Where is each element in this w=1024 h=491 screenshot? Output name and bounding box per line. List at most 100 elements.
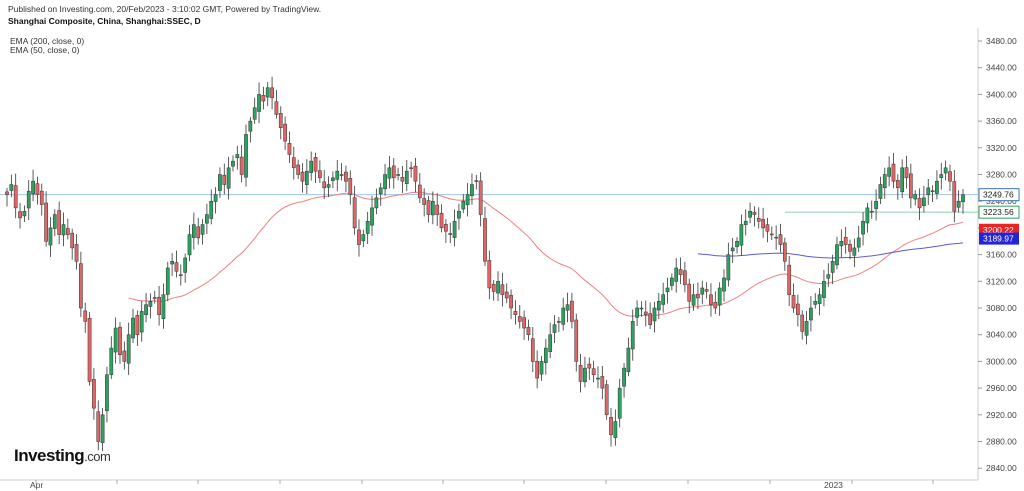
candle[interactable] xyxy=(543,347,548,363)
candle[interactable] xyxy=(956,200,961,208)
candle[interactable] xyxy=(478,180,483,215)
candle[interactable] xyxy=(961,194,965,203)
candle[interactable] xyxy=(5,191,9,195)
candle[interactable] xyxy=(696,293,700,299)
candle[interactable] xyxy=(861,220,865,235)
candle[interactable] xyxy=(561,307,566,325)
candle[interactable] xyxy=(504,291,509,299)
candle[interactable] xyxy=(643,311,648,315)
candle[interactable] xyxy=(335,170,340,180)
candle[interactable] xyxy=(522,317,526,329)
candle[interactable] xyxy=(79,263,83,309)
candle[interactable] xyxy=(304,170,309,185)
candle[interactable] xyxy=(178,274,183,276)
candle[interactable] xyxy=(500,284,505,295)
candle[interactable] xyxy=(409,167,413,169)
candle[interactable] xyxy=(92,379,96,409)
candle[interactable] xyxy=(652,307,657,322)
candle[interactable] xyxy=(174,262,179,272)
candle[interactable] xyxy=(648,313,652,325)
candle[interactable] xyxy=(444,224,448,232)
candle[interactable] xyxy=(943,167,948,174)
candle[interactable] xyxy=(48,227,53,246)
candle[interactable] xyxy=(274,101,279,115)
candle[interactable] xyxy=(157,296,161,315)
candle[interactable] xyxy=(517,316,522,322)
candle[interactable] xyxy=(426,200,431,215)
candle[interactable] xyxy=(165,267,170,295)
legend-ema200[interactable]: EMA (200, close, 0) xyxy=(10,36,85,46)
candle[interactable] xyxy=(926,187,931,196)
candle[interactable] xyxy=(265,87,270,98)
candle[interactable] xyxy=(18,211,22,219)
candle[interactable] xyxy=(474,180,479,182)
candle[interactable] xyxy=(952,181,957,212)
candle[interactable] xyxy=(670,277,674,286)
candle[interactable] xyxy=(509,295,513,309)
candle[interactable] xyxy=(665,287,670,293)
candle[interactable] xyxy=(465,194,470,206)
candle[interactable] xyxy=(813,301,818,305)
candle[interactable] xyxy=(139,311,144,333)
candle[interactable] xyxy=(113,327,118,353)
candle[interactable] xyxy=(213,194,218,202)
candle[interactable] xyxy=(622,367,626,387)
candle[interactable] xyxy=(239,156,244,175)
candle[interactable] xyxy=(904,167,909,179)
candle[interactable] xyxy=(887,167,891,177)
candle[interactable] xyxy=(491,283,496,292)
candle[interactable] xyxy=(761,219,765,229)
candle[interactable] xyxy=(769,233,774,236)
candle[interactable] xyxy=(583,367,587,383)
candle[interactable] xyxy=(900,167,905,193)
candle[interactable] xyxy=(291,157,296,169)
candle[interactable] xyxy=(278,113,283,129)
candle[interactable] xyxy=(352,197,357,229)
candle[interactable] xyxy=(717,287,722,306)
candle[interactable] xyxy=(687,283,692,302)
candle[interactable] xyxy=(244,134,248,178)
candle[interactable] xyxy=(552,324,557,333)
candle[interactable] xyxy=(131,317,135,339)
candle[interactable] xyxy=(895,180,900,189)
candle[interactable] xyxy=(626,347,631,373)
candle[interactable] xyxy=(496,281,500,294)
candle[interactable] xyxy=(378,187,383,195)
candle[interactable] xyxy=(96,411,101,442)
candle[interactable] xyxy=(344,171,348,182)
candle[interactable] xyxy=(565,304,570,311)
candle[interactable] xyxy=(735,241,739,248)
candle[interactable] xyxy=(209,200,214,219)
candle[interactable] xyxy=(791,295,796,309)
candle[interactable] xyxy=(878,184,883,199)
candle[interactable] xyxy=(422,198,427,205)
candle[interactable] xyxy=(948,171,952,182)
candle[interactable] xyxy=(839,241,844,247)
candle[interactable] xyxy=(752,211,757,215)
candle[interactable] xyxy=(609,417,613,436)
candle[interactable] xyxy=(448,233,453,235)
candle[interactable] xyxy=(226,167,231,189)
candle[interactable] xyxy=(348,178,353,195)
candle[interactable] xyxy=(826,274,831,279)
candle[interactable] xyxy=(891,163,896,182)
candle[interactable] xyxy=(930,190,935,193)
candle[interactable] xyxy=(65,228,70,235)
candle[interactable] xyxy=(822,281,826,298)
candle[interactable] xyxy=(817,294,822,304)
candle[interactable] xyxy=(535,360,539,379)
candle[interactable] xyxy=(613,421,618,438)
candle[interactable] xyxy=(331,177,335,181)
candle[interactable] xyxy=(922,197,926,207)
candle[interactable] xyxy=(600,376,605,389)
candle[interactable] xyxy=(383,174,387,190)
candle[interactable] xyxy=(439,212,444,229)
candle[interactable] xyxy=(835,244,839,266)
candle[interactable] xyxy=(26,190,31,209)
candle[interactable] xyxy=(782,242,787,262)
candle[interactable] xyxy=(756,218,761,222)
candle[interactable] xyxy=(848,244,852,252)
candle[interactable] xyxy=(639,307,644,310)
candle[interactable] xyxy=(322,181,327,189)
candle[interactable] xyxy=(148,301,153,307)
